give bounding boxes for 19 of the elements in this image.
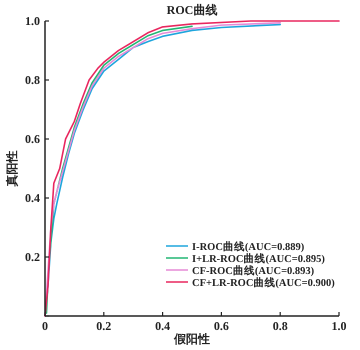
x-tick-label: 0.2 <box>96 319 112 333</box>
line-series <box>44 20 340 317</box>
chart-title: ROC曲线 <box>166 3 218 17</box>
x-tick-label: 0 <box>42 319 48 333</box>
y-tick-label: 0.6 <box>25 132 40 146</box>
x-tick-label: 0.8 <box>272 319 288 333</box>
x-tick-label: 1.0 <box>332 319 346 333</box>
legend-label: CF-ROC曲线(AUC=0.893) <box>192 264 315 277</box>
y-tick-label: 0.2 <box>25 250 40 264</box>
legend-label: I+LR-ROC曲线(AUC=0.895) <box>192 252 326 265</box>
y-tick-label: 0.4 <box>25 191 40 205</box>
legend-label: I-ROC曲线(AUC=0.889) <box>192 240 305 253</box>
x-tick-label: 0.4 <box>155 319 170 333</box>
y-axis-title: 真阳性 <box>5 150 19 188</box>
y-tick-label: 1.0 <box>25 14 40 28</box>
legend-label: CF+LR-ROC曲线(AUC=0.900) <box>192 276 336 289</box>
x-axis-title: 假阳性 <box>173 332 210 346</box>
x-tick-label: 0.6 <box>214 319 229 333</box>
y-tick-label: 0.8 <box>25 73 40 87</box>
